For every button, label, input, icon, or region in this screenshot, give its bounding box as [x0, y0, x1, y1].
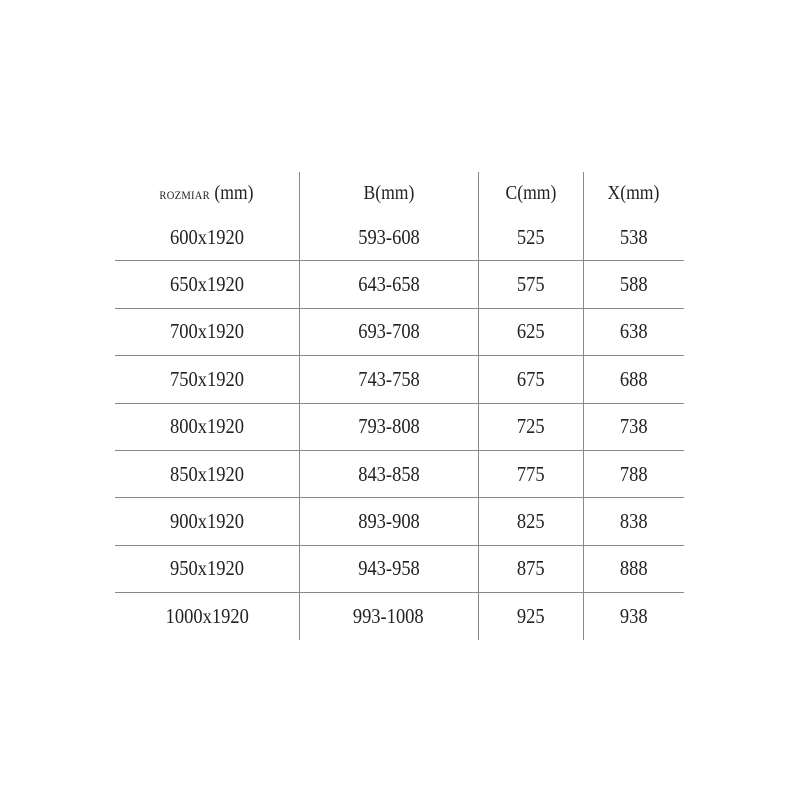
- cell-value: 788: [619, 461, 648, 486]
- cell-b: 643-658: [298, 260, 478, 309]
- cell-x: 538: [582, 214, 684, 261]
- cell-value: 625: [516, 319, 545, 344]
- cell-value: 750x1920: [169, 366, 244, 391]
- table-row: 900x1920 893-908 825 838: [115, 497, 684, 546]
- cell-b: 893-908: [298, 497, 478, 546]
- header-unit: (mm): [620, 181, 660, 204]
- cell-rozmiar: 900x1920: [115, 498, 299, 545]
- cell-b: 993-1008: [298, 592, 478, 640]
- cell-value: 888: [619, 556, 648, 581]
- cell-c: 675: [477, 355, 583, 404]
- cell-value: 900x1920: [169, 509, 244, 534]
- cell-value: 843-858: [357, 461, 420, 486]
- cell-b: 743-758: [298, 355, 478, 404]
- table-row: 650x1920 643-658 575 588: [115, 260, 684, 309]
- cell-value: 938: [619, 603, 648, 628]
- cell-x: 838: [582, 497, 684, 546]
- cell-x: 638: [582, 308, 684, 356]
- cell-c: 575: [477, 260, 583, 309]
- cell-value: 693-708: [357, 319, 420, 344]
- cell-value: 700x1920: [169, 319, 244, 344]
- cell-b: 843-858: [298, 450, 478, 498]
- cell-value: 825: [516, 509, 545, 534]
- cell-value: 675: [516, 366, 545, 391]
- header-label: X: [607, 181, 621, 204]
- table-row: 750x1920 743-758 675 688: [115, 355, 684, 404]
- cell-b: 693-708: [298, 308, 478, 356]
- header-x: X(mm): [582, 172, 684, 214]
- cell-value: 943-958: [357, 556, 420, 581]
- header-unit: (mm): [374, 181, 414, 204]
- cell-value: 800x1920: [169, 414, 244, 439]
- cell-rozmiar: 800x1920: [115, 403, 299, 450]
- cell-value: 993-1008: [353, 603, 424, 628]
- header-unit: (mm): [516, 181, 556, 204]
- cell-value: 743-758: [357, 366, 420, 391]
- cell-c: 925: [477, 592, 583, 640]
- cell-x: 788: [582, 450, 684, 498]
- cell-value: 925: [516, 603, 545, 628]
- cell-value: 538: [619, 224, 648, 249]
- cell-value: 643-658: [357, 272, 420, 297]
- cell-value: 525: [516, 224, 545, 249]
- cell-x: 738: [582, 403, 684, 451]
- header-row: ROZMIAR (mm) B(mm) C(mm) X(mm): [115, 172, 684, 214]
- cell-value: 850x1920: [169, 461, 244, 486]
- cell-x: 588: [582, 260, 684, 309]
- cell-b: 943-958: [298, 545, 478, 593]
- header-label: C: [505, 181, 517, 204]
- table-row: 700x1920 693-708 625 638: [115, 308, 684, 356]
- cell-c: 775: [477, 450, 583, 498]
- cell-rozmiar: 700x1920: [115, 308, 299, 355]
- cell-value: 588: [619, 272, 648, 297]
- table-row: 850x1920 843-858 775 788: [115, 450, 684, 498]
- cell-c: 825: [477, 497, 583, 546]
- cell-value: 875: [516, 556, 545, 581]
- cell-c: 725: [477, 403, 583, 451]
- header-label: B: [363, 181, 375, 204]
- table-row: 950x1920 943-958 875 888: [115, 545, 684, 593]
- cell-c: 625: [477, 308, 583, 356]
- cell-value: 575: [516, 272, 545, 297]
- cell-b: 593-608: [298, 214, 478, 261]
- header-label: ROZMIAR: [159, 187, 211, 202]
- table-row: 800x1920 793-808 725 738: [115, 403, 684, 451]
- cell-value: 775: [516, 461, 545, 486]
- cell-value: 600x1920: [169, 224, 244, 249]
- cell-x: 938: [582, 592, 684, 640]
- cell-c: 525: [477, 214, 583, 261]
- size-table: ROZMIAR (mm) B(mm) C(mm) X(mm) 600x1920 5…: [115, 172, 684, 640]
- cell-value: 638: [619, 319, 648, 344]
- cell-rozmiar: 850x1920: [115, 450, 299, 497]
- cell-rozmiar: 1000x1920: [115, 593, 299, 640]
- cell-rozmiar: 950x1920: [115, 545, 299, 592]
- cell-value: 793-808: [357, 414, 420, 439]
- cell-value: 650x1920: [169, 272, 244, 297]
- header-rozmiar: ROZMIAR (mm): [115, 172, 299, 214]
- cell-value: 893-908: [357, 509, 420, 534]
- header-b: B(mm): [298, 172, 478, 214]
- cell-value: 738: [619, 414, 648, 439]
- cell-rozmiar: 650x1920: [115, 261, 299, 308]
- header-c: C(mm): [477, 172, 583, 214]
- table-row: 1000x1920 993-1008 925 938: [115, 592, 684, 640]
- cell-c: 875: [477, 545, 583, 593]
- cell-value: 593-608: [357, 224, 420, 249]
- table-row: 600x1920 593-608 525 538: [115, 214, 684, 261]
- cell-value: 1000x1920: [165, 603, 249, 628]
- cell-value: 838: [619, 509, 648, 534]
- cell-x: 688: [582, 355, 684, 404]
- cell-value: 725: [516, 414, 545, 439]
- cell-rozmiar: 600x1920: [115, 214, 299, 261]
- header-unit: (mm): [214, 181, 254, 204]
- cell-b: 793-808: [298, 403, 478, 451]
- cell-x: 888: [582, 545, 684, 593]
- cell-value: 688: [619, 366, 648, 391]
- cell-rozmiar: 750x1920: [115, 356, 299, 403]
- cell-value: 950x1920: [169, 556, 244, 581]
